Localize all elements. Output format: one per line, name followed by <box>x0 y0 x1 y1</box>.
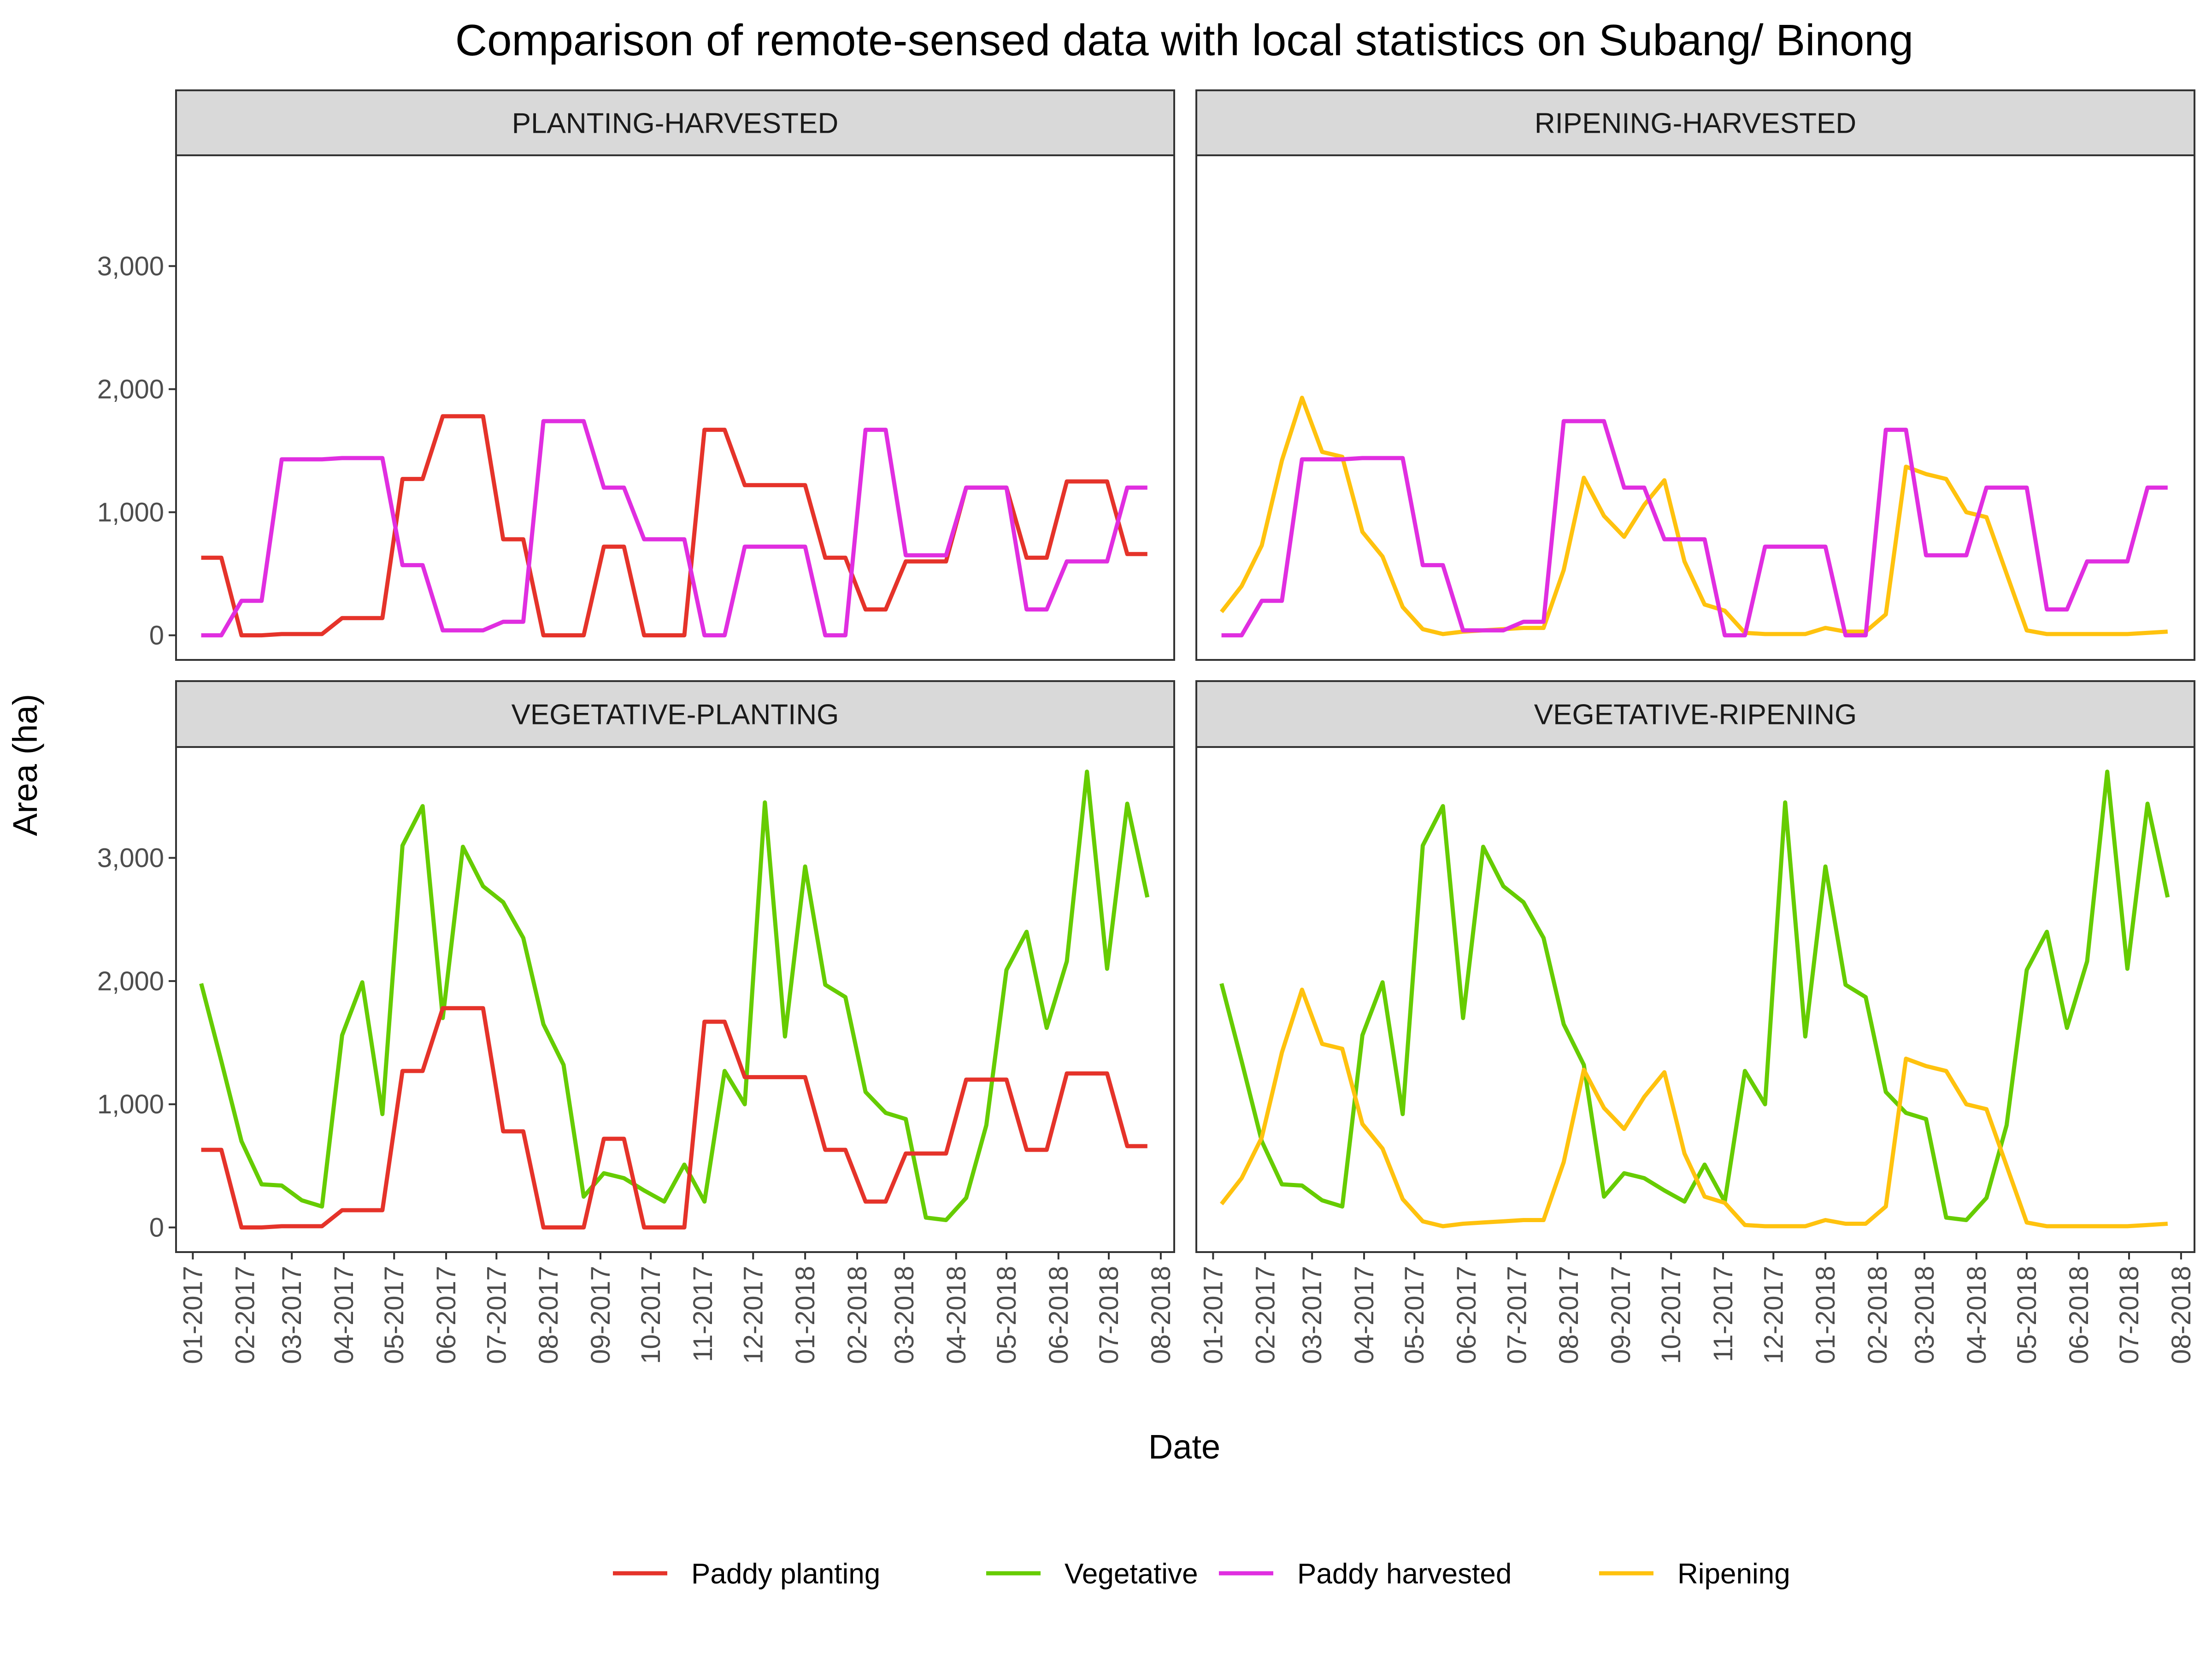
x-tick-label: 10-2017 <box>636 1266 666 1364</box>
series-line-paddy-planting <box>201 1006 1147 1230</box>
strip-background <box>175 89 1175 156</box>
x-tick-label: 07-2018 <box>2114 1266 2144 1364</box>
x-tick-label: 02-2018 <box>842 1266 872 1364</box>
legend-item-paddy-planting: Paddy planting <box>613 1558 880 1590</box>
y-tick-label: 1,000 <box>97 498 164 528</box>
x-tick-label: 08-2017 <box>1554 1266 1584 1364</box>
x-tick-label: 03-2018 <box>1910 1266 1940 1364</box>
y-tick-label: 1,000 <box>97 1089 164 1119</box>
series-line-ripening <box>1220 395 2168 636</box>
legend-label: Vegetative <box>1065 1558 1198 1590</box>
x-tick-label: 02-2017 <box>230 1266 260 1364</box>
y-tick-label: 3,000 <box>97 843 164 873</box>
x-tick-label: 02-2018 <box>1863 1266 1893 1364</box>
x-tick-label: 11-2017 <box>1708 1266 1738 1362</box>
facet-panels: PLANTING-HARVESTED 0 1,000 2,000 3,000 RIPENI… <box>97 89 2196 1364</box>
x-tick-label: 06-2018 <box>2064 1266 2094 1364</box>
x-tick-label: 03-2017 <box>1297 1266 1327 1364</box>
y-axis-title: Area (ha) <box>6 694 44 836</box>
y-tick-label: 3,000 <box>97 251 164 281</box>
x-tick-label: 01-2018 <box>790 1266 820 1364</box>
panel-background <box>1196 747 2194 1252</box>
legend-item-paddy-harvested: Paddy harvested <box>1219 1558 1512 1590</box>
x-tick-label: 03-2018 <box>889 1266 919 1364</box>
x-tick-label: 04-2018 <box>941 1266 971 1364</box>
panel-background <box>176 155 1174 660</box>
x-tick-label: 04-2017 <box>1349 1266 1379 1364</box>
panel-border <box>175 746 1175 1253</box>
x-tick-label: 01-2017 <box>178 1266 208 1364</box>
legend: Paddy planting Vegetative Paddy harvested R… <box>613 1558 1790 1590</box>
series-line-ripening <box>1220 988 2168 1229</box>
x-tick-label: 04-2018 <box>1962 1266 1992 1364</box>
panel-background <box>1196 155 2194 660</box>
x-tick-label: 09-2017 <box>1606 1266 1636 1364</box>
strip-label: VEGETATIVE-RIPENING <box>1534 699 1857 731</box>
x-tick-label: 08-2018 <box>1146 1266 1176 1364</box>
strip-label: PLANTING-HARVESTED <box>512 108 839 140</box>
panel-ripening-harvested: RIPENING-HARVESTED <box>1195 89 2195 661</box>
series-line-paddy-harvested <box>1221 419 2168 638</box>
series-line-paddy-harvested <box>201 419 1147 638</box>
legend-label: Paddy harvested <box>1297 1558 1512 1590</box>
x-tick-label: 05-2018 <box>992 1266 1022 1364</box>
x-tick-label: 03-2017 <box>277 1266 307 1364</box>
legend-item-ripening: Ripening <box>1599 1558 1790 1590</box>
x-tick-label: 07-2017 <box>482 1266 512 1364</box>
legend-label: Ripening <box>1677 1558 1790 1590</box>
panel-planting-harvested: PLANTING-HARVESTED 0 1,000 2,000 3,000 <box>97 89 1175 661</box>
x-axis-title: Date <box>1148 1428 1220 1466</box>
x-tick-label: 11-2017 <box>688 1266 718 1362</box>
legend-item-vegetative: Vegetative <box>986 1558 1198 1590</box>
y-tick-label: 0 <box>149 1213 164 1243</box>
chart-title: Comparison of remote-sensed data with lo… <box>455 16 1913 65</box>
x-tick-label: 05-2018 <box>2012 1266 2042 1364</box>
x-tick-label: 07-2018 <box>1094 1266 1124 1364</box>
series-line-vegetative <box>199 770 1150 1222</box>
panel-border <box>175 154 1175 661</box>
strip-label: RIPENING-HARVESTED <box>1535 108 1856 140</box>
panel-border <box>1195 154 2195 661</box>
panel-vegetative-planting: VEGETATIVE-PLANTING 0 1,000 2,000 3,000 01-20… <box>97 680 1176 1364</box>
x-tick-label: 08-2017 <box>534 1266 564 1364</box>
y-tick-label: 2,000 <box>97 966 164 996</box>
x-tick-label: 12-2017 <box>1759 1266 1788 1364</box>
x-tick-label: 10-2017 <box>1656 1266 1686 1364</box>
x-tick-label: 01-2017 <box>1198 1266 1228 1364</box>
y-tick-label: 0 <box>149 621 164 651</box>
strip-background <box>175 680 1175 748</box>
x-tick-label: 05-2017 <box>379 1266 409 1364</box>
x-tick-label: 09-2017 <box>586 1266 616 1364</box>
x-tick-label: 06-2017 <box>1452 1266 1482 1364</box>
panel-vegetative-ripening: VEGETATIVE-RIPENING 01-2017 02-2017 03-2017… <box>1195 680 2196 1364</box>
x-tick-label: 12-2017 <box>738 1266 768 1364</box>
x-tick-label: 01-2018 <box>1811 1266 1841 1364</box>
x-tick-label: 08-2018 <box>2166 1266 2196 1364</box>
x-tick-label: 07-2017 <box>1502 1266 1532 1364</box>
legend-label: Paddy planting <box>691 1558 880 1590</box>
y-tick-label: 2,000 <box>97 374 164 404</box>
panel-border <box>1195 746 2195 1253</box>
x-tick-label: 05-2017 <box>1400 1266 1430 1364</box>
x-tick-label: 02-2017 <box>1250 1266 1280 1364</box>
strip-label: VEGETATIVE-PLANTING <box>512 699 839 731</box>
x-tick-label: 06-2018 <box>1044 1266 1074 1364</box>
x-tick-label: 04-2017 <box>329 1266 359 1364</box>
series-line-vegetative <box>1219 770 2170 1222</box>
panel-background <box>176 747 1174 1252</box>
x-tick-label: 06-2017 <box>431 1266 461 1364</box>
